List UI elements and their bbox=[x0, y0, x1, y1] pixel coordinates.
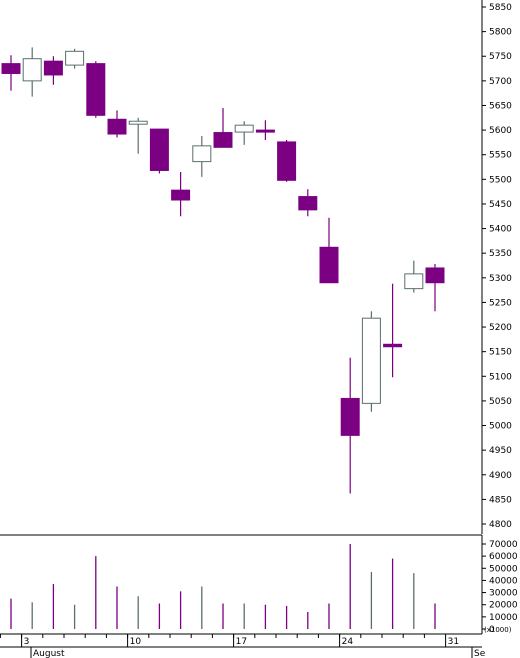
candle bbox=[22, 47, 42, 97]
candle-body-down bbox=[43, 60, 63, 76]
month-label-september: Se bbox=[474, 649, 486, 658]
volume-tick-label: 70000 bbox=[489, 540, 518, 550]
price-tick-label: 5250 bbox=[489, 298, 512, 308]
candle-body-up bbox=[128, 120, 148, 125]
price-tick-label: 5600 bbox=[489, 126, 512, 136]
price-tick-label: 5700 bbox=[489, 77, 512, 87]
volume-tick-label: 40000 bbox=[489, 576, 518, 586]
volume-bars-layer bbox=[10, 544, 436, 629]
candle bbox=[171, 171, 191, 217]
candle bbox=[319, 217, 339, 284]
candle bbox=[149, 128, 169, 174]
candle-body-up bbox=[192, 145, 212, 163]
volume-panel: 0 10000 20000 30000 40000 50000 60000 70000 (x1… bbox=[10, 535, 518, 635]
candle bbox=[425, 264, 445, 312]
candle-body-up bbox=[404, 273, 424, 290]
candle bbox=[86, 61, 106, 118]
month-label-august: August bbox=[33, 649, 65, 658]
candle bbox=[404, 260, 424, 293]
candle-body-down bbox=[213, 132, 233, 148]
volume-tick-label: 0 bbox=[489, 625, 495, 635]
date-tick-label: 10 bbox=[130, 637, 142, 647]
candle-body-up bbox=[22, 58, 42, 82]
candle-body-down bbox=[86, 63, 106, 116]
price-tick-label: 5050 bbox=[489, 397, 512, 407]
candle bbox=[255, 120, 275, 140]
price-tick-label: 5200 bbox=[489, 323, 512, 333]
price-tick-label: 5300 bbox=[489, 274, 512, 284]
candle-body-up bbox=[65, 50, 85, 66]
price-tick-label: 5350 bbox=[489, 249, 512, 259]
price-tick-label: 5000 bbox=[489, 422, 512, 432]
candle bbox=[65, 48, 85, 69]
candle-body-down bbox=[149, 128, 169, 171]
volume-tick-label: 50000 bbox=[489, 564, 518, 574]
price-axis-ticks: 4800 4850 4900 4950 5000 5050 5100 5150 5200 5250… bbox=[482, 3, 512, 530]
candle-body-down bbox=[319, 246, 339, 284]
date-ticks: 3 10 17 24 31 bbox=[0, 634, 459, 647]
candle-body-up bbox=[361, 317, 381, 404]
price-tick-label: 5650 bbox=[489, 101, 512, 111]
price-tick-label: 5450 bbox=[489, 200, 512, 210]
candle bbox=[340, 357, 360, 494]
price-tick-label: 4900 bbox=[489, 471, 512, 481]
candle-body-down bbox=[171, 189, 191, 201]
volume-unit-label: (x1000) bbox=[484, 626, 512, 634]
volume-tick-label: 20000 bbox=[489, 601, 518, 611]
volume-tick-label: 30000 bbox=[489, 589, 518, 599]
candle bbox=[128, 117, 148, 154]
candle bbox=[192, 136, 212, 177]
candle-body-down bbox=[383, 343, 403, 348]
candle bbox=[298, 189, 318, 217]
candle-body-down bbox=[425, 267, 445, 284]
volume-tick-label: 10000 bbox=[489, 613, 518, 623]
candle bbox=[361, 311, 381, 412]
candle bbox=[383, 283, 403, 378]
volume-tick-label: 60000 bbox=[489, 552, 518, 562]
candle-body-down bbox=[1, 63, 21, 74]
price-tick-label: 4800 bbox=[489, 520, 512, 530]
candle bbox=[277, 139, 297, 182]
candle-body-down bbox=[255, 129, 275, 133]
candle-body-up bbox=[234, 124, 254, 133]
date-axis: 3 10 17 24 31 August Se bbox=[0, 633, 486, 658]
price-tick-label: 5150 bbox=[489, 348, 512, 358]
candle bbox=[107, 110, 127, 138]
date-tick-label: 31 bbox=[448, 637, 459, 647]
price-tick-label: 5550 bbox=[489, 151, 512, 161]
price-tick-label: 5850 bbox=[489, 3, 512, 13]
price-tick-label: 5500 bbox=[489, 175, 512, 185]
candle-body-down bbox=[340, 397, 360, 436]
candle-body-down bbox=[298, 196, 318, 211]
candle-body-down bbox=[107, 118, 127, 135]
price-tick-label: 5100 bbox=[489, 372, 512, 382]
candle bbox=[234, 121, 254, 145]
price-tick-label: 4850 bbox=[489, 495, 512, 505]
candle bbox=[213, 107, 233, 148]
candle bbox=[43, 56, 63, 85]
date-tick-label: 24 bbox=[342, 637, 354, 647]
candles-layer bbox=[1, 47, 445, 494]
date-tick-label: 17 bbox=[236, 637, 247, 647]
price-panel: 4800 4850 4900 4950 5000 5050 5100 5150 5200 5250… bbox=[1, 0, 512, 534]
candle-body-down bbox=[277, 141, 297, 181]
price-tick-label: 5800 bbox=[489, 28, 512, 38]
volume-axis-ticks: 0 10000 20000 30000 40000 50000 60000 70000 bbox=[482, 540, 518, 635]
date-tick-label: 3 bbox=[24, 637, 30, 647]
price-tick-label: 5750 bbox=[489, 52, 512, 62]
price-tick-label: 4950 bbox=[489, 446, 512, 456]
price-tick-label: 5400 bbox=[489, 225, 512, 235]
candle bbox=[1, 55, 21, 91]
